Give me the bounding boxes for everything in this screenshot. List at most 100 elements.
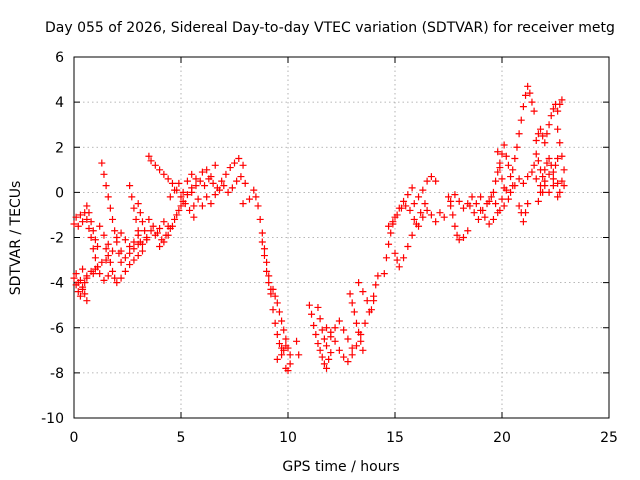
y-tick-labels: -10 -8 -6 -4 -2 0 2 4 6: [41, 50, 64, 427]
data-point: [126, 261, 134, 269]
data-point: [449, 211, 457, 219]
data-point: [209, 179, 217, 187]
data-point: [519, 218, 527, 226]
data-point: [89, 227, 97, 235]
data-point: [111, 274, 119, 282]
data-point: [147, 157, 155, 165]
data-point: [252, 193, 260, 201]
data-point: [380, 270, 388, 278]
data-point: [130, 238, 138, 246]
data-point: [455, 236, 463, 244]
data-point: [387, 229, 395, 237]
data-point: [207, 173, 215, 181]
data-point: [83, 202, 91, 210]
data-point: [513, 143, 521, 151]
data-point: [201, 182, 209, 190]
data-point: [239, 200, 247, 208]
data-point: [556, 139, 564, 147]
data-point: [168, 179, 176, 187]
data-point: [528, 168, 536, 176]
data-point: [507, 173, 515, 181]
data-point: [196, 177, 204, 185]
data-point: [367, 306, 375, 314]
y-tick-label: -4: [50, 276, 64, 292]
data-point: [98, 258, 106, 266]
data-point: [168, 222, 176, 230]
data-point: [477, 193, 485, 201]
data-point: [175, 206, 183, 214]
data-point: [79, 218, 87, 226]
data-point: [419, 213, 427, 221]
data-point: [265, 272, 273, 280]
data-point: [269, 285, 277, 293]
data-point: [560, 182, 568, 190]
data-point: [282, 335, 290, 343]
data-point: [138, 247, 146, 255]
data-point: [134, 200, 142, 208]
data-point: [515, 202, 523, 210]
data-point: [100, 276, 108, 284]
x-tick-label: 20: [493, 430, 511, 446]
data-point: [74, 288, 82, 296]
data-point: [166, 193, 174, 201]
data-point: [537, 125, 545, 133]
data-point: [89, 245, 97, 253]
data-point: [348, 299, 356, 307]
data-point: [203, 193, 211, 201]
data-point: [228, 184, 236, 192]
data-point: [156, 224, 164, 232]
data-point: [121, 236, 129, 244]
data-point: [352, 342, 360, 350]
data-point: [177, 193, 185, 201]
data-point: [310, 321, 318, 329]
data-point: [515, 175, 523, 183]
data-point: [83, 297, 91, 305]
data-point: [145, 152, 153, 160]
data-point: [136, 209, 144, 217]
data-point: [153, 229, 161, 237]
data-point: [316, 346, 324, 354]
data-point: [511, 182, 519, 190]
data-point: [545, 188, 553, 196]
data-point: [494, 148, 502, 156]
data-point: [402, 202, 410, 210]
data-point: [109, 215, 117, 223]
data-point: [558, 177, 566, 185]
data-point: [468, 193, 476, 201]
data-point: [271, 292, 279, 300]
data-point: [554, 107, 562, 115]
data-point: [273, 355, 281, 363]
data-point: [539, 173, 547, 181]
data-point: [179, 197, 187, 205]
data-point: [179, 188, 187, 196]
data-markers: [70, 82, 568, 375]
data-point: [423, 177, 431, 185]
data-point: [194, 195, 202, 203]
data-point: [532, 136, 540, 144]
data-point: [359, 288, 367, 296]
data-point: [245, 195, 253, 203]
data-point: [87, 234, 95, 241]
data-point: [263, 267, 271, 275]
data-point: [72, 213, 80, 221]
data-point: [222, 170, 230, 178]
data-point: [256, 215, 264, 223]
data-point: [117, 247, 125, 255]
data-point: [385, 240, 393, 248]
data-point: [532, 175, 540, 183]
data-point: [395, 263, 403, 271]
data-point: [534, 197, 542, 205]
data-point: [126, 182, 134, 190]
data-point: [556, 100, 564, 108]
data-point: [74, 279, 82, 287]
data-point: [504, 161, 512, 169]
data-point: [85, 224, 93, 232]
data-point: [466, 202, 474, 210]
data-point: [106, 258, 114, 266]
data-point: [374, 272, 382, 280]
data-point: [355, 279, 363, 287]
data-point: [335, 317, 343, 325]
data-point: [423, 206, 431, 214]
data-point: [216, 186, 224, 194]
data-point: [76, 211, 84, 219]
